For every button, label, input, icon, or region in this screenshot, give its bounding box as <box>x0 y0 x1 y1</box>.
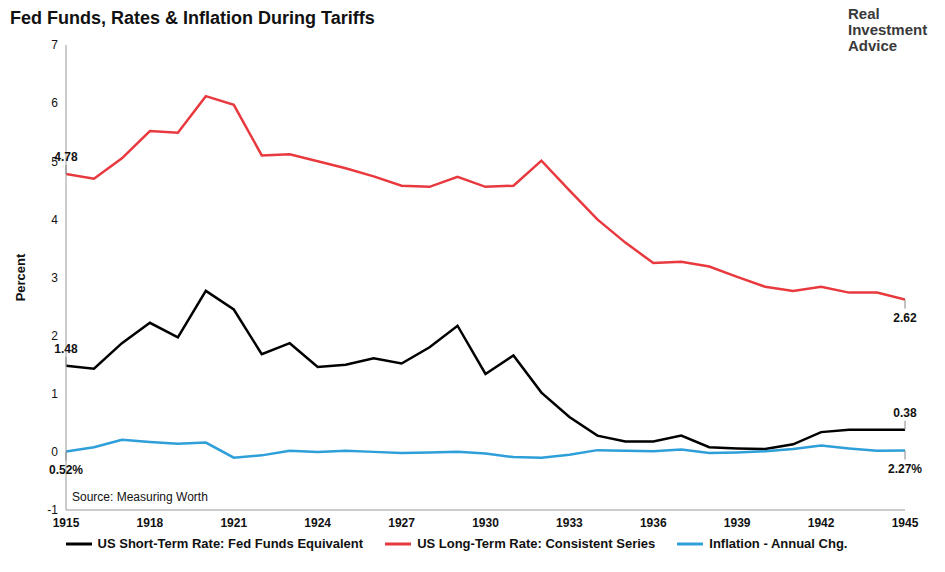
html-text:Investment: Investment <box>848 21 928 38</box>
html-text:US Long-Term Rate: Consistent: US Long-Term Rate: Consistent Series <box>417 536 656 551</box>
svg-text:0.38: 0.38 <box>893 406 917 420</box>
html-text:Source: Measuring Worth: Source: Measuring Worth <box>72 490 208 504</box>
svg-text:4: 4 <box>51 213 58 227</box>
svg-text:0: 0 <box>51 445 58 459</box>
svg-text:1927: 1927 <box>388 516 415 530</box>
svg-text:1942: 1942 <box>808 516 835 530</box>
html-text:Real: Real <box>848 5 880 22</box>
svg-text:1945: 1945 <box>892 516 919 530</box>
svg-text:3: 3 <box>51 271 58 285</box>
svg-text:2.27%: 2.27% <box>888 462 922 476</box>
svg-text:4.78: 4.78 <box>54 150 78 164</box>
svg-text:1933: 1933 <box>556 516 583 530</box>
svg-text:1924: 1924 <box>304 516 331 530</box>
html-text:Advice: Advice <box>848 37 898 54</box>
svg-text:1915: 1915 <box>53 516 80 530</box>
svg-text:0.52%: 0.52% <box>49 463 83 477</box>
svg-text:1918: 1918 <box>137 516 164 530</box>
svg-text:1.48: 1.48 <box>54 342 78 356</box>
html-text:US Short-Term Rate: Fed Funds: US Short-Term Rate: Fed Funds Equivalent <box>97 536 364 551</box>
svg-text:2: 2 <box>51 329 58 343</box>
svg-text:-1: -1 <box>47 503 58 517</box>
svg-text:7: 7 <box>51 38 58 52</box>
svg-text:1939: 1939 <box>724 516 751 530</box>
svg-text:1: 1 <box>51 387 58 401</box>
svg-text:1930: 1930 <box>472 516 499 530</box>
svg-text:6: 6 <box>51 96 58 110</box>
html-text:Fed Funds, Rates & Inflation D: Fed Funds, Rates & Inflation During Tari… <box>10 8 375 28</box>
html-text:Inflation - Annual Chg.: Inflation - Annual Chg. <box>709 536 848 551</box>
svg-text:1936: 1936 <box>640 516 667 530</box>
svg-text:2.62: 2.62 <box>893 311 917 325</box>
svg-text:Percent: Percent <box>13 253 28 301</box>
svg-text:1921: 1921 <box>220 516 247 530</box>
